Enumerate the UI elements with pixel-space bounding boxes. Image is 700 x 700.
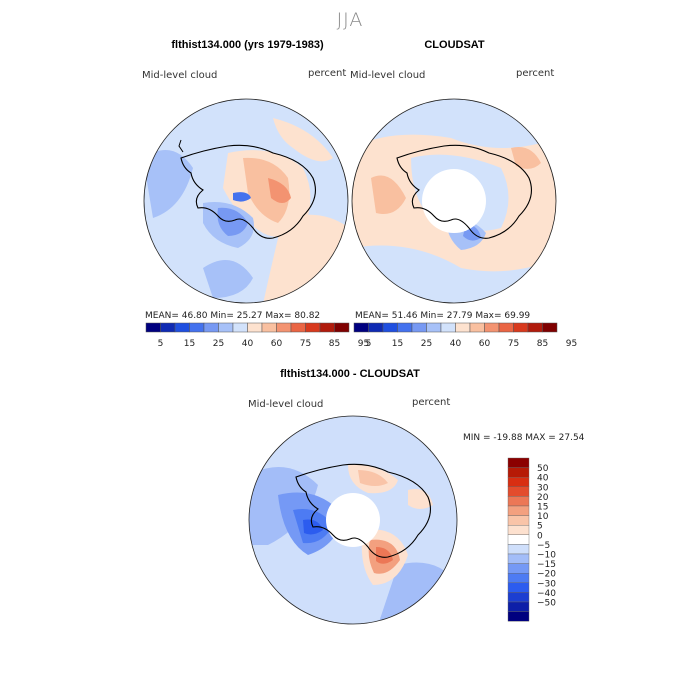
panel-1-variable-label: Mid-level cloud: [142, 70, 218, 81]
colorbar-3-swatch: [507, 611, 530, 622]
colorbar-3-tick-label: −40: [537, 589, 556, 599]
colorbar-3-tick-label: 10: [537, 512, 549, 522]
panel-2-variable-label: Mid-level cloud: [350, 70, 426, 81]
panel-3-map: [248, 415, 458, 625]
panel-2-title: CLOUDSAT: [424, 39, 485, 51]
colorbar-2-swatch: [382, 322, 398, 333]
colorbar-2-tick-label: 60: [479, 339, 491, 349]
colorbar-3-swatch: [507, 572, 530, 583]
colorbar-3-swatch: [507, 496, 530, 507]
colorbar-1-tick-label: 85: [329, 339, 340, 349]
panel-3-variable-label: Mid-level cloud: [248, 399, 324, 410]
colorbar-3-tick-label: 30: [537, 483, 549, 493]
colorbar-1-tick-label: 60: [271, 339, 283, 349]
colorbar-3-swatch: [507, 524, 530, 535]
panel-1-stats: MEAN= 46.80 Min= 25.27 Max= 80.82: [145, 311, 321, 321]
panel-3-title: flthist134.000 - CLOUDSAT: [280, 368, 420, 380]
colorbar-3-tick-label: 40: [537, 474, 549, 484]
colorbar-1-swatch: [247, 322, 263, 333]
colorbar-3-swatch: [507, 582, 530, 593]
colorbar-1-swatch: [160, 322, 176, 333]
colorbar-3-swatch: [507, 467, 530, 478]
colorbar-3-swatch: [507, 505, 530, 516]
colorbar-2-tick-label: 40: [450, 339, 462, 349]
colorbar-1-tick-label: 25: [213, 339, 224, 349]
colorbar-2-swatch: [484, 322, 500, 333]
panel-1-map: [143, 98, 349, 304]
colorbar-3-tick-label: −10: [537, 551, 556, 561]
colorbar-3-tick-label: −50: [537, 599, 556, 609]
colorbar-3-swatch: [507, 486, 530, 497]
colorbar-3-swatch: [507, 592, 530, 603]
colorbar-2-swatch: [353, 322, 369, 333]
colorbar-3-swatch: [507, 601, 530, 612]
panel-2-stats: MEAN= 51.46 Min= 27.79 Max= 69.99: [355, 311, 531, 321]
colorbar-1-swatch: [232, 322, 248, 333]
panel-2-map: [351, 98, 557, 304]
colorbar-1-swatch: [305, 322, 321, 333]
colorbar-3-swatch: [507, 534, 530, 545]
panel-1-colorbar: 5 15 25 40 60 75 85 95: [145, 322, 369, 349]
colorbar-2-tick-label: 25: [421, 339, 432, 349]
colorbar-2-swatch: [513, 322, 529, 333]
panel-3-stats: MIN = -19.88 MAX = 27.54: [463, 433, 585, 443]
colorbar-3-tick-label: −20: [537, 570, 556, 580]
colorbar-3-tick-label: −15: [537, 560, 556, 570]
colorbar-1-tick-label: 95: [358, 339, 369, 349]
colorbar-3-swatch: [507, 563, 530, 574]
colorbar-3-tick-label: 0: [537, 531, 543, 541]
colorbar-2-swatch: [455, 322, 471, 333]
colorbar-3-tick-label: −5: [537, 541, 550, 551]
colorbar-3-tick-label: 50: [537, 464, 549, 474]
colorbar-1-swatch: [189, 322, 205, 333]
colorbar-2-swatch: [498, 322, 514, 333]
colorbar-2-swatch: [397, 322, 413, 333]
colorbar-2-swatch: [440, 322, 456, 333]
figure-title: JJA: [336, 9, 364, 31]
colorbar-3-tick-label: −30: [537, 579, 556, 589]
colorbar-3-swatch: [507, 457, 530, 468]
panel-2-colorbar: 5 15 25 40 60 75 85 95: [353, 322, 577, 349]
colorbar-2-tick-label: 75: [508, 339, 519, 349]
colorbar-1-swatch: [319, 322, 335, 333]
colorbar-3-swatch: [507, 515, 530, 526]
panel-1-units-label: percent: [308, 68, 347, 79]
colorbar-2-swatch: [426, 322, 442, 333]
colorbar-2-swatch: [527, 322, 543, 333]
colorbar-1-swatch: [334, 322, 350, 333]
colorbar-3-swatch: [507, 544, 530, 555]
colorbar-1-tick-label: 5: [158, 339, 164, 349]
colorbar-2-swatch: [368, 322, 384, 333]
colorbar-1-swatch: [174, 322, 190, 333]
colorbar-1-swatch: [218, 322, 234, 333]
panel-1-title: flthist134.000 (yrs 1979-1983): [171, 39, 324, 51]
colorbar-1-swatch: [276, 322, 292, 333]
panel-3-units-label: percent: [412, 397, 451, 408]
colorbar-3-tick-label: 15: [537, 503, 548, 513]
colorbar-2-tick-label: 95: [566, 339, 577, 349]
colorbar-1-tick-label: 40: [242, 339, 254, 349]
colorbar-2-swatch: [411, 322, 427, 333]
colorbar-3-swatch: [507, 477, 530, 488]
colorbar-3-swatch: [507, 553, 530, 564]
colorbar-1-swatch: [203, 322, 219, 333]
colorbar-2-tick-label: 85: [537, 339, 548, 349]
panel-2-units-label: percent: [516, 68, 555, 79]
colorbar-1-swatch: [145, 322, 161, 333]
colorbar-1-swatch: [290, 322, 306, 333]
colorbar-2-tick-label: 15: [392, 339, 403, 349]
colorbar-2-swatch: [542, 322, 558, 333]
colorbar-2-tick-label: 5: [366, 339, 372, 349]
colorbar-1-tick-label: 15: [184, 339, 195, 349]
colorbar-3-tick-label: 20: [537, 493, 549, 503]
colorbar-2-swatch: [469, 322, 485, 333]
colorbar-1-tick-label: 75: [300, 339, 311, 349]
colorbar-3-tick-label: 5: [537, 522, 543, 532]
colorbar-1-swatch: [261, 322, 277, 333]
